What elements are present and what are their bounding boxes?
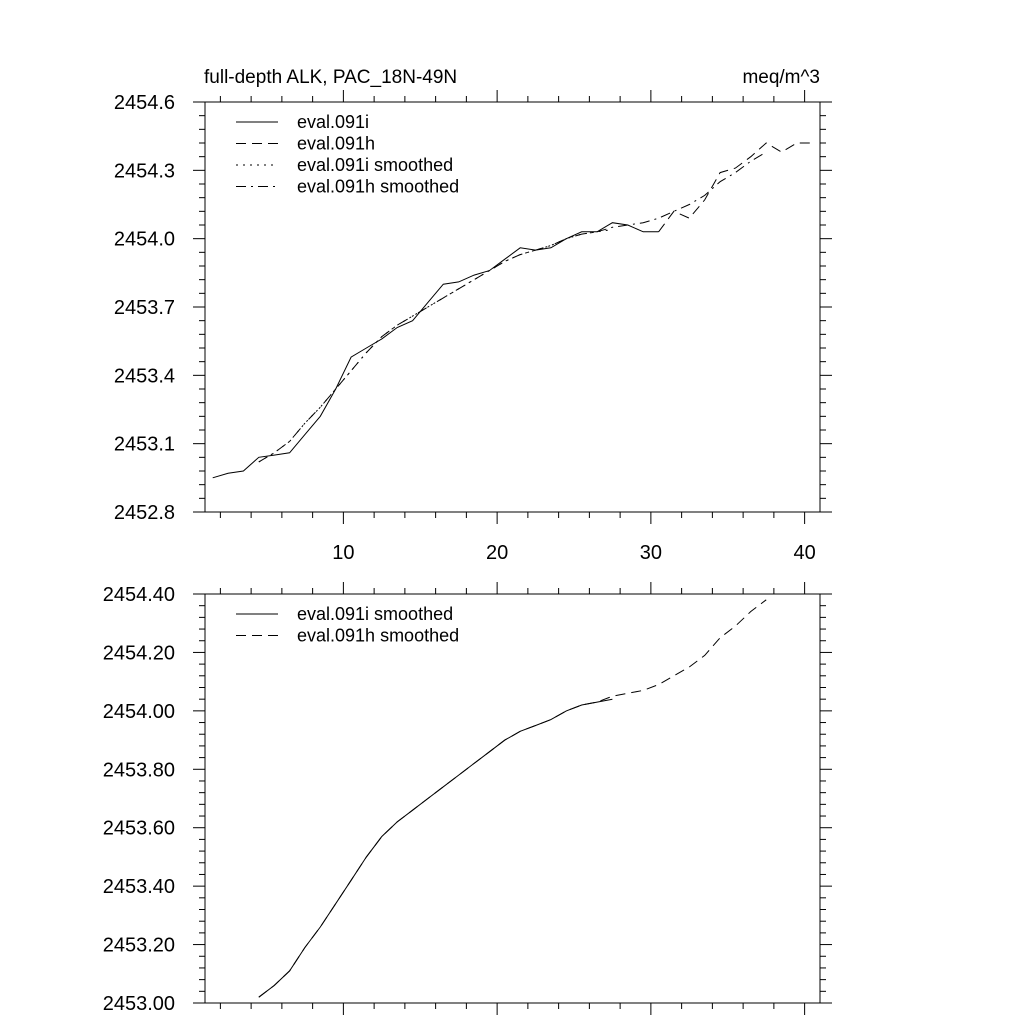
chart-title: full-depth ALK, PAC_18N-49N <box>204 67 457 88</box>
y-tick-label: 2454.20 <box>103 642 175 664</box>
legend-label: eval.091h <box>297 134 375 154</box>
bottom-panel: 2453.00 2453.20 2453.40 2453.60 2453.80 2454.… <box>103 582 832 1015</box>
y-tick-label: 2454.3 <box>114 160 175 182</box>
y-tick-label: 2453.7 <box>114 297 175 319</box>
x-tick-label: 20 <box>486 542 508 564</box>
units-label: meq/m^3 <box>742 67 820 88</box>
y-tick-label: 2453.1 <box>114 434 175 456</box>
y-tick-label: 2454.6 <box>114 92 175 114</box>
y-tick-label: 2454.00 <box>103 701 175 723</box>
x-tick-label: 10 <box>332 542 354 564</box>
x-tick-label: 40 <box>794 542 816 564</box>
legend-label: eval.091i <box>297 112 369 132</box>
y-tick-label: 2453.60 <box>103 818 175 840</box>
y-tick-label: 2453.20 <box>103 935 175 957</box>
y-tick-label: 2453.00 <box>103 993 175 1015</box>
series-line-eval-091h <box>658 142 813 233</box>
legend-label: eval.091h smoothed <box>297 177 459 197</box>
y-tick-label: 2453.4 <box>114 365 175 387</box>
y-tick-label: 2452.8 <box>114 502 175 524</box>
legend-label: eval.091i smoothed <box>297 155 453 175</box>
top-panel: full-depth ALK, PAC_18N-49N meq/m^3 10 20… <box>114 67 832 564</box>
y-tick-label: 2454.0 <box>114 229 175 251</box>
y-tick-label: 2454.40 <box>103 584 175 606</box>
series-line-eval-091i <box>212 222 659 479</box>
x-tick-label: 30 <box>640 542 662 564</box>
series-line-eval-091i-smoothed <box>258 229 613 463</box>
series-line-eval-091i-smoothed <box>258 698 613 998</box>
series-line-eval-091h-smoothed <box>258 599 767 998</box>
y-tick-label: 2453.40 <box>103 876 175 898</box>
legend-label: eval.091h smoothed <box>297 626 459 646</box>
y-tick-label: 2453.80 <box>103 759 175 781</box>
series-line-eval-091h-smoothed <box>258 151 767 463</box>
legend-label: eval.091i smoothed <box>297 604 453 624</box>
plot-frame <box>204 593 821 1004</box>
